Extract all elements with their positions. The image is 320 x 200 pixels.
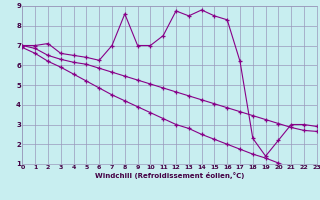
X-axis label: Windchill (Refroidissement éolien,°C): Windchill (Refroidissement éolien,°C) xyxy=(95,172,244,179)
